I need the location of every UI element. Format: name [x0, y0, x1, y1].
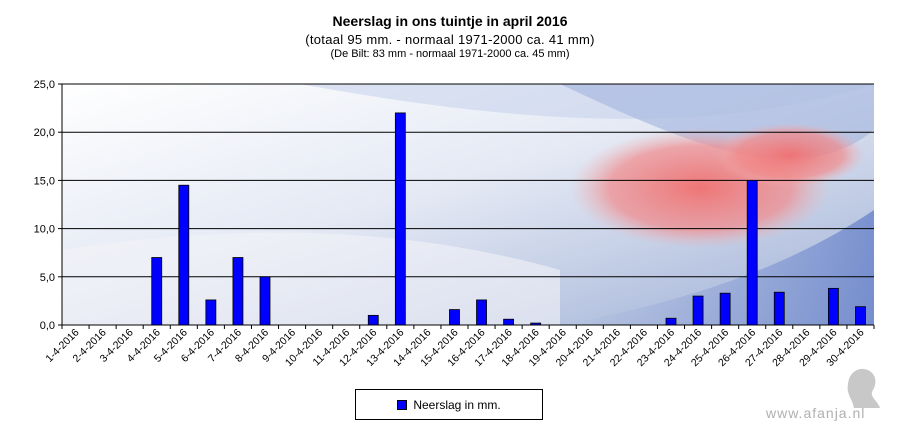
y-tick-label: 15,0 — [34, 175, 55, 187]
silhouette-logo — [847, 368, 880, 408]
legend: Neerslag in mm. — [355, 389, 543, 420]
bar-27-4-2016 — [773, 291, 785, 326]
x-axis-ticks: 1-4-20162-4-20163-4-20164-4-20165-4-2016… — [43, 325, 875, 369]
bar-16-4-2016 — [476, 299, 487, 326]
y-tick-label: 20,0 — [34, 127, 55, 139]
chart-subtitle: (totaal 95 mm. - normaal 1971-2000 ca. 4… — [305, 32, 595, 47]
y-tick-label: 10,0 — [34, 224, 55, 236]
bar-30-4-2016 — [855, 306, 866, 326]
y-axis-ticks: 0,0 5,0 10,0 15,0 20,0 25,0 — [34, 79, 62, 332]
bar-13-4-2016 — [394, 112, 406, 326]
bar-series — [151, 112, 866, 326]
bar-8-4-2016 — [259, 276, 271, 326]
y-tick-label: 0,0 — [40, 320, 55, 332]
bar-26-4-2016 — [746, 179, 758, 326]
bar-25-4-2016 — [719, 292, 731, 326]
chart-title: Neerslag in ons tuintje in april 2016 — [332, 13, 568, 29]
legend-swatch — [397, 399, 408, 410]
bar-4-4-2016 — [151, 257, 163, 326]
bar-6-4-2016 — [205, 299, 217, 326]
chart-subtitle-secondary: (De Bilt: 83 mm - normaal 1971-2000 ca. … — [330, 48, 570, 60]
bar-7-4-2016 — [232, 257, 244, 326]
bar-12-4-2016 — [367, 314, 379, 326]
y-tick-label: 25,0 — [34, 79, 55, 91]
bar-15-4-2016 — [449, 309, 460, 326]
bar-17-4-2016 — [503, 318, 515, 326]
grid-lines — [62, 83, 874, 278]
bar-5-4-2016 — [178, 184, 190, 326]
y-tick-label: 5,0 — [40, 272, 55, 284]
legend-label: Neerslag in mm. — [413, 397, 501, 412]
bar-29-4-2016 — [828, 287, 839, 326]
plot-background — [62, 84, 874, 325]
bar-24-4-2016 — [692, 295, 704, 326]
watermark-text: www.afanja.nl — [766, 405, 866, 421]
bar-23-4-2016 — [665, 317, 677, 326]
